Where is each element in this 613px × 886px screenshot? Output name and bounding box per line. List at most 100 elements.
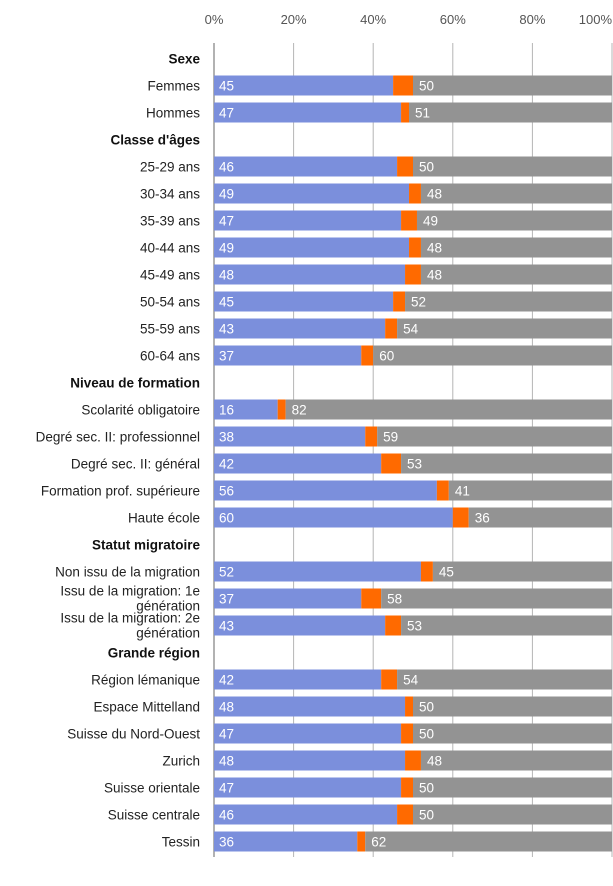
data-label: 54 — [403, 322, 419, 337]
data-label: 50 — [419, 808, 434, 823]
data-label: 45 — [219, 295, 234, 310]
bar-segment-orange — [361, 588, 382, 609]
data-label: 47 — [219, 214, 234, 229]
bar-segment-orange — [381, 453, 402, 474]
category-label: génération — [136, 599, 200, 614]
category-label: Non issu de la migration — [55, 565, 200, 580]
x-tick-label: 80% — [519, 12, 545, 27]
x-tick-label: 20% — [281, 12, 307, 27]
bar-segment-orange — [420, 561, 433, 582]
group-header: Sexe — [168, 52, 200, 67]
category-label: 60-64 ans — [140, 349, 200, 364]
bar-segment-grey — [413, 723, 612, 744]
data-label: 48 — [219, 754, 234, 769]
bar-segment-orange — [401, 210, 417, 231]
data-label: 50 — [419, 781, 434, 796]
data-label: 49 — [219, 187, 234, 202]
data-label: 42 — [219, 457, 234, 472]
bar-segment-blue — [214, 426, 366, 447]
bar-segment-orange — [397, 156, 413, 177]
data-label: 48 — [427, 268, 442, 283]
category-label: Degré sec. II: général — [71, 457, 200, 472]
bar-segment-orange — [436, 480, 449, 501]
bar-segment-blue — [214, 723, 402, 744]
bar-segment-orange — [401, 723, 413, 744]
bar-segment-grey — [397, 669, 612, 690]
bar-segment-orange — [385, 318, 398, 339]
bar-segment-blue — [214, 291, 394, 312]
bar-segment-grey — [413, 804, 612, 825]
category-label: 25-29 ans — [140, 160, 200, 175]
data-label: 48 — [219, 268, 234, 283]
category-label: 45-49 ans — [140, 268, 200, 283]
bar-segment-orange — [401, 777, 413, 798]
category-label: 55-59 ans — [140, 322, 200, 337]
group-header: Niveau de formation — [70, 376, 200, 391]
data-label: 46 — [219, 160, 234, 175]
group-header: Grande région — [108, 646, 200, 661]
bar-segment-orange — [405, 696, 413, 717]
data-label: 82 — [292, 403, 307, 418]
data-label: 47 — [219, 781, 234, 796]
category-label: 30-34 ans — [140, 187, 200, 202]
category-label: 50-54 ans — [140, 295, 200, 310]
bar-segment-blue — [214, 561, 421, 582]
bar-segment-grey — [381, 588, 612, 609]
data-label: 50 — [419, 727, 434, 742]
data-label: 48 — [427, 241, 442, 256]
bar-segment-blue — [214, 696, 406, 717]
data-label: 37 — [219, 592, 234, 607]
data-label: 41 — [455, 484, 470, 499]
bar-segment-grey — [285, 399, 612, 420]
data-label: 47 — [219, 106, 234, 121]
category-label: Formation prof. supérieure — [41, 484, 200, 499]
bar-segment-orange — [397, 804, 413, 825]
data-label: 43 — [219, 619, 234, 634]
bar-segment-blue — [214, 750, 406, 771]
data-label: 36 — [475, 511, 490, 526]
category-label: Scolarité obligatoire — [81, 403, 200, 418]
data-label: 50 — [419, 700, 434, 715]
bar-segment-grey — [405, 291, 612, 312]
bar-segment-blue — [214, 588, 362, 609]
category-label: génération — [136, 626, 200, 641]
data-label: 45 — [219, 79, 234, 94]
bar-segment-grey — [420, 750, 612, 771]
bar-segment-orange — [385, 615, 402, 636]
bar-segment-orange — [405, 750, 421, 771]
bar-segment-orange — [405, 264, 421, 285]
bar-segment-grey — [420, 183, 612, 204]
data-label: 60 — [379, 349, 394, 364]
bar-segment-orange — [393, 291, 406, 312]
x-axis-ticks: 0% 20% 40% 60% 80% 100% — [205, 12, 613, 27]
bar-segment-grey — [409, 102, 612, 123]
bar-segment-grey — [413, 696, 612, 717]
bar-segment-blue — [214, 183, 410, 204]
data-label: 53 — [407, 619, 422, 634]
bar-segment-orange — [409, 183, 421, 204]
data-label: 58 — [387, 592, 402, 607]
category-label: Femmes — [147, 79, 200, 94]
bar-segment-orange — [381, 669, 398, 690]
bar-segment-blue — [214, 102, 402, 123]
data-label: 43 — [219, 322, 234, 337]
data-label: 54 — [403, 673, 419, 688]
data-label: 62 — [371, 835, 386, 850]
bar-segment-grey — [401, 615, 612, 636]
category-label: Suisse centrale — [108, 808, 200, 823]
category-label: Espace Mittelland — [93, 700, 200, 715]
bar-segment-grey — [432, 561, 612, 582]
x-tick-label: 0% — [205, 12, 224, 27]
bar-segment-orange — [409, 237, 421, 258]
category-label: Issu de la migration: 2e — [60, 611, 200, 626]
bar-segment-blue — [214, 480, 437, 501]
bar-segment-blue — [214, 831, 358, 852]
category-label: Degré sec. II: professionnel — [36, 430, 200, 445]
category-label: Suisse orientale — [104, 781, 200, 796]
bar-segment-grey — [397, 318, 612, 339]
bar-segment-grey — [413, 156, 612, 177]
bar-segment-blue — [214, 75, 394, 96]
category-label: 40-44 ans — [140, 241, 200, 256]
bar-segment-grey — [416, 210, 612, 231]
bar-segment-grey — [420, 264, 612, 285]
